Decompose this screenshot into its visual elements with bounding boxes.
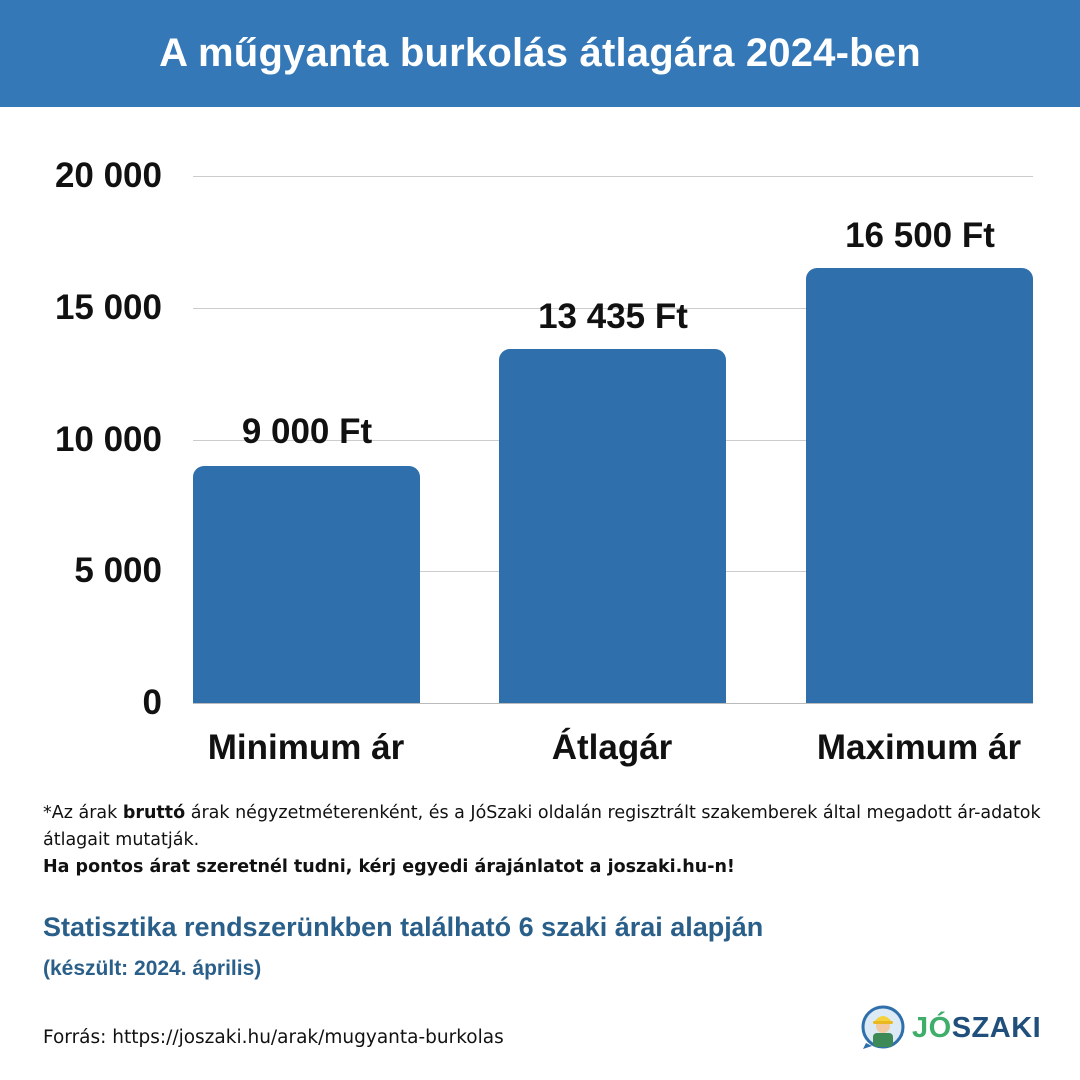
x-label-maximum: Maximum ár [816, 728, 1022, 767]
x-axis-line [193, 703, 1033, 704]
chart-title: A műgyanta burkolás átlagára 2024-ben [159, 31, 921, 75]
bar-average [499, 349, 726, 703]
ytick-15000: 15 000 [54, 288, 162, 327]
worker-avatar-icon [861, 1005, 905, 1049]
footnote-cta: Ha pontos árat szeretnél tudni, kérj egy… [43, 857, 735, 877]
gridline [193, 176, 1033, 177]
footnote-line1: *Az árak bruttó árak négyzetméterenként,… [43, 803, 1041, 850]
footnote: *Az árak bruttó árak négyzetméterenként,… [43, 800, 1043, 881]
bar-value-label: 13 435 Ft [538, 297, 688, 336]
plot-area [193, 176, 1033, 704]
stats-title: Statisztika rendszerünkben található 6 s… [43, 912, 764, 942]
joszaki-logo[interactable]: JÓSZAKI [860, 1005, 1041, 1051]
x-label-minimum: Minimum ár [207, 728, 405, 767]
ytick-5000: 5 000 [74, 551, 162, 590]
x-label-average: Átlagár [551, 728, 673, 767]
bar-value-label: 16 500 Ft [845, 216, 995, 255]
bar-minimum [193, 466, 420, 703]
ytick-20000: 20 000 [54, 156, 162, 195]
source-link[interactable]: Forrás: https://joszaki.hu/arak/mugyanta… [43, 1027, 504, 1048]
logo-text: JÓSZAKI [912, 1011, 1042, 1044]
gridline [193, 308, 1033, 309]
stats-date: (készült: 2024. április) [43, 957, 262, 980]
ytick-10000: 10 000 [54, 420, 162, 459]
title-banner: A műgyanta burkolás átlagára 2024-ben [0, 0, 1080, 107]
bar-value-label: 9 000 Ft [241, 412, 373, 451]
ytick-0: 0 [142, 683, 162, 722]
bar-maximum [806, 268, 1033, 703]
